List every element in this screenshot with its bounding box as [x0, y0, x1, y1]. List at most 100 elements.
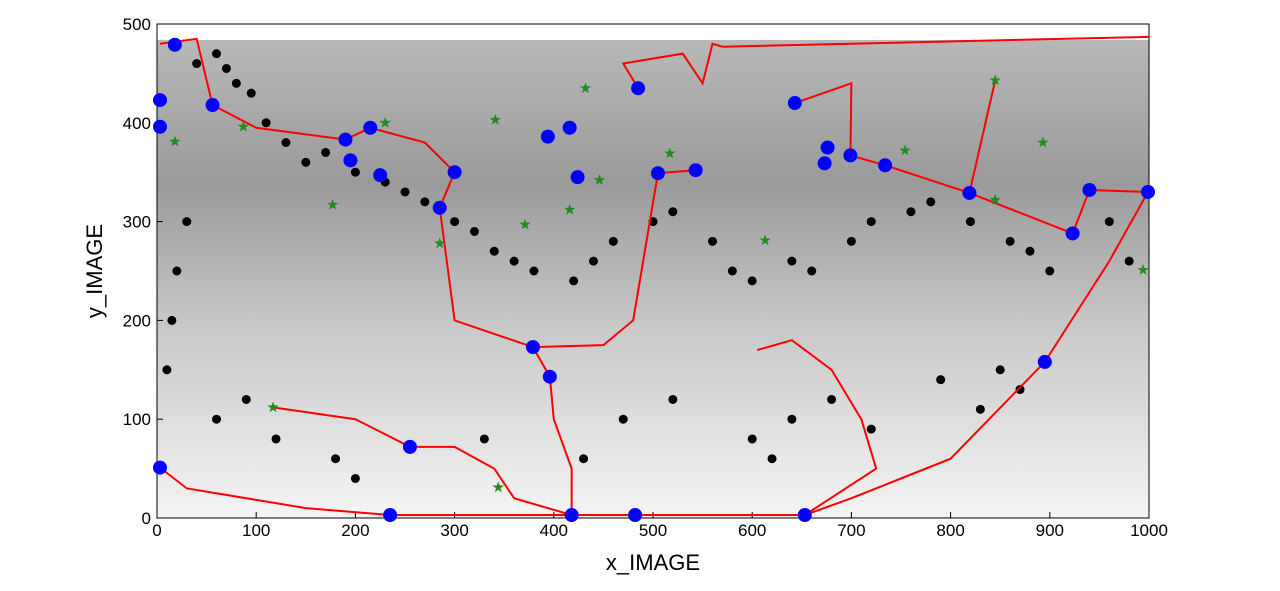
blue-node [570, 170, 585, 185]
black-dot [241, 394, 251, 404]
black-dot [350, 473, 360, 483]
black-dot [936, 375, 946, 385]
green-star [326, 198, 339, 210]
black-dot [668, 394, 678, 404]
blue-node [343, 153, 358, 168]
red-path [621, 42, 723, 89]
black-dot [787, 414, 797, 424]
black-dot [906, 207, 916, 217]
black-dot [975, 404, 985, 414]
blue-node [631, 81, 646, 96]
black-dot [926, 197, 936, 207]
green-star [489, 113, 501, 125]
green-star [1137, 264, 1149, 275]
x-tick-label: 1000 [1130, 521, 1168, 540]
black-dot [1124, 256, 1134, 266]
x-tick-label: 100 [242, 521, 270, 540]
y-tick-label: 300 [123, 213, 151, 232]
black-dot [529, 266, 539, 276]
black-dot [807, 266, 817, 276]
green-star [237, 120, 250, 132]
green-star [759, 234, 771, 246]
black-dot [569, 276, 579, 286]
blue-node [688, 163, 703, 178]
red-path [969, 188, 1149, 235]
black-dot [172, 266, 182, 276]
black-dot [246, 88, 256, 98]
black-dot [747, 276, 757, 286]
black-dot [1015, 385, 1025, 395]
x-tick-label: 0 [152, 521, 161, 540]
black-dot [579, 454, 589, 464]
red-path [272, 406, 572, 516]
blue-node [628, 508, 643, 523]
blue-node [787, 96, 802, 111]
blue-node [447, 165, 462, 180]
x-tick-label: 700 [837, 521, 865, 540]
blue-node [338, 132, 353, 147]
black-dot [479, 434, 489, 444]
black-dot [1025, 246, 1035, 256]
blue-node [820, 140, 835, 155]
blue-node [525, 340, 540, 355]
black-dot [727, 266, 737, 276]
blue-node [1082, 182, 1097, 197]
y-tick-label: 400 [123, 114, 151, 133]
black-dot [469, 226, 479, 236]
blue-node [1037, 354, 1052, 369]
black-dot [787, 256, 797, 266]
black-dot [588, 256, 598, 266]
x-tick-label: 800 [936, 521, 964, 540]
blue-node [1065, 226, 1080, 241]
x-tick-label: 500 [639, 521, 667, 540]
black-dot [767, 454, 777, 464]
black-dot [331, 454, 341, 464]
red-path [722, 35, 1150, 48]
blue-node [843, 148, 858, 163]
green-star [519, 218, 531, 230]
blue-node [817, 156, 832, 171]
blue-node [1141, 184, 1156, 199]
black-dot [281, 138, 291, 148]
x-tick-label: 200 [341, 521, 369, 540]
background-image [157, 40, 1149, 518]
black-dot [212, 414, 222, 424]
x-tick-label: 600 [738, 521, 766, 540]
green-star [434, 237, 446, 249]
x-tick-label: 900 [1036, 521, 1064, 540]
blue-node [432, 200, 447, 215]
black-dot [866, 424, 876, 434]
red-path [532, 169, 696, 349]
black-dot [618, 414, 628, 424]
black-dot [321, 147, 331, 157]
black-dot [509, 256, 519, 266]
x-tick-label: 400 [540, 521, 568, 540]
blue-node [205, 98, 220, 113]
green-star [579, 82, 592, 94]
black-dot [1104, 217, 1114, 227]
blue-node [650, 166, 665, 181]
black-dot [866, 217, 876, 227]
black-dot [965, 217, 975, 227]
x-axis-label: x_IMAGE [606, 550, 700, 575]
blue-node [373, 168, 388, 183]
blue-node [542, 369, 557, 384]
blue-node [402, 439, 417, 454]
black-dot [1005, 236, 1015, 246]
black-dot [1045, 266, 1055, 276]
y-tick-label: 200 [123, 311, 151, 330]
blue-node [540, 129, 555, 144]
black-dot [350, 167, 360, 177]
blue-node [152, 460, 167, 475]
x-tick-label: 300 [440, 521, 468, 540]
black-dot [846, 236, 856, 246]
black-dot [182, 217, 192, 227]
black-dot [995, 365, 1005, 375]
y-axis-label: y_IMAGE [82, 224, 107, 318]
green-star [379, 116, 391, 128]
green-star [989, 74, 1001, 86]
black-dot [271, 434, 281, 444]
black-dot [301, 157, 311, 167]
green-star [169, 135, 181, 147]
